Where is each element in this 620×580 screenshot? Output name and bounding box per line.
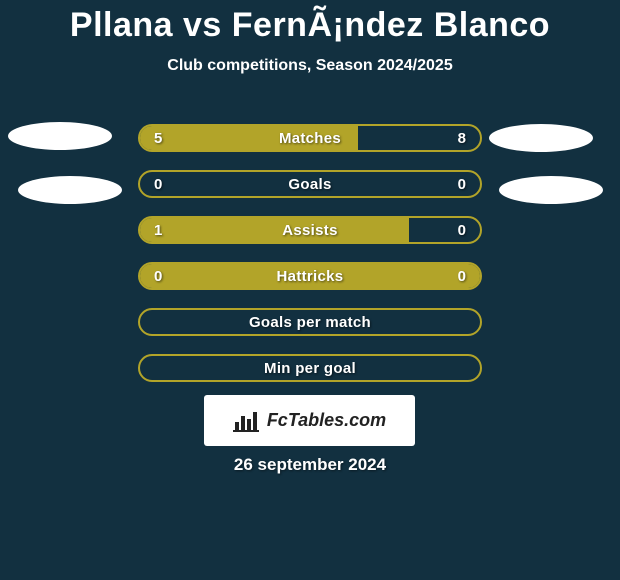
stat-bar: Goals per match (138, 308, 482, 336)
stat-bar: 10Assists (138, 216, 482, 244)
stat-label: Min per goal (140, 356, 480, 380)
player-oval (499, 176, 603, 204)
page-title: Pllana vs FernÃ¡ndez Blanco (0, 0, 620, 45)
player-oval (18, 176, 122, 204)
stat-label: Goals per match (140, 310, 480, 334)
stat-bar: 00Hattricks (138, 262, 482, 290)
stat-bar: 00Goals (138, 170, 482, 198)
stat-label: Matches (140, 126, 480, 150)
source-badge: FcTables.com (204, 395, 415, 446)
footer-date: 26 september 2024 (0, 455, 620, 475)
page-subtitle: Club competitions, Season 2024/2025 (0, 57, 620, 75)
bar-chart-icon (233, 410, 259, 432)
player-oval (8, 122, 112, 150)
stat-label: Hattricks (140, 264, 480, 288)
player-oval (489, 124, 593, 152)
stat-label: Assists (140, 218, 480, 242)
stat-label: Goals (140, 172, 480, 196)
source-badge-text: FcTables.com (267, 410, 386, 431)
comparison-infographic: Pllana vs FernÃ¡ndez Blanco Club competi… (0, 0, 620, 580)
stat-bar: 58Matches (138, 124, 482, 152)
stat-bar: Min per goal (138, 354, 482, 382)
